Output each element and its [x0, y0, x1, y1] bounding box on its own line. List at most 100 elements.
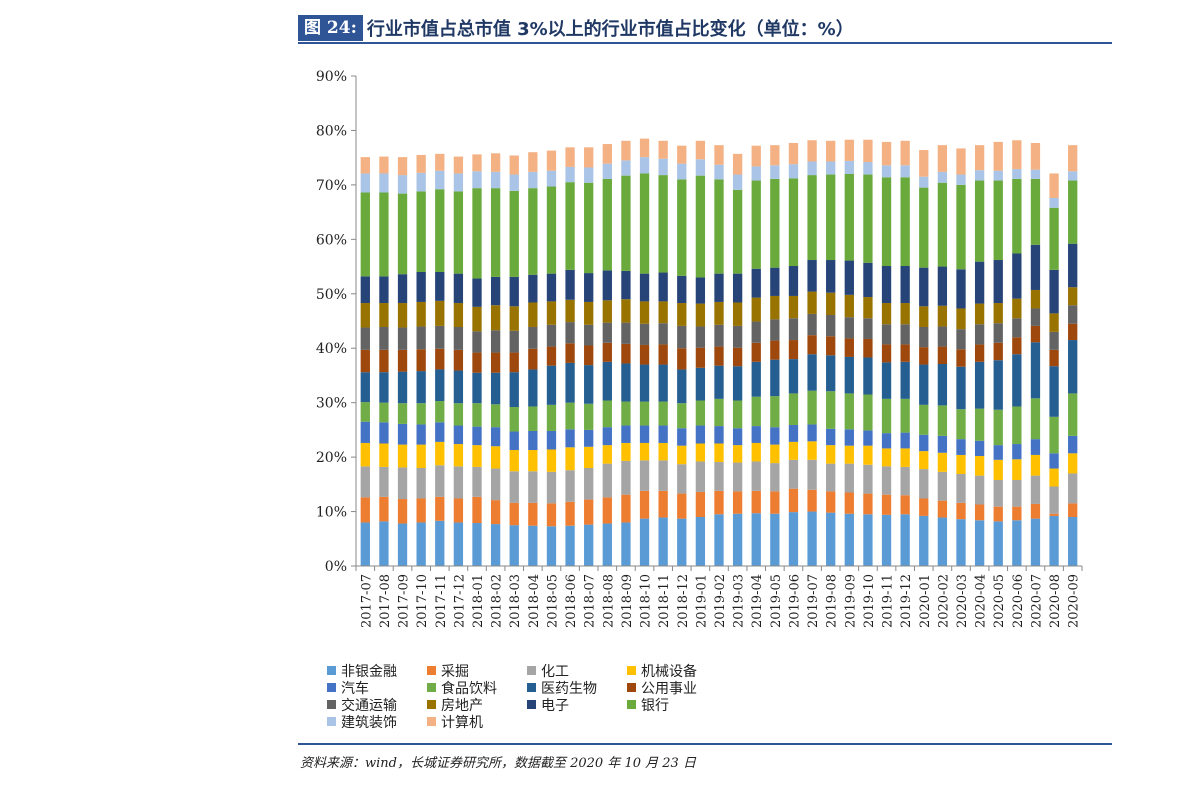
legend-swatch: [527, 700, 536, 709]
bar-segment: [1068, 503, 1078, 517]
bar-segment: [639, 460, 650, 491]
legend-swatch: [427, 700, 436, 709]
bar-segment: [677, 325, 687, 349]
legend-item: 食品饮料: [427, 679, 527, 697]
bar-segment: [1049, 486, 1059, 514]
bar-segment: [528, 152, 538, 172]
bar-segment: [528, 348, 538, 370]
bar-segment: [546, 365, 557, 405]
bar-segment: [881, 433, 892, 449]
bar-segment: [826, 512, 836, 566]
bar-segment: [360, 157, 370, 174]
bar-segment: [826, 140, 836, 162]
bar-segment: [937, 364, 948, 406]
bar-segment: [788, 318, 799, 341]
bar-segment: [416, 522, 426, 566]
bar-segment: [844, 445, 854, 464]
bar-segment: [881, 494, 892, 515]
header-rule: [298, 42, 1112, 44]
bar-segment: [658, 323, 668, 345]
bar-segment: [490, 330, 501, 353]
legend-item: 医药生物: [527, 679, 627, 697]
footer-rule: [298, 743, 1112, 745]
bar-segment: [1030, 169, 1041, 179]
bar-segment: [993, 323, 1003, 343]
bar-segment: [416, 498, 426, 523]
bar-segment: [732, 462, 743, 492]
x-tick-label: 2017-11: [434, 574, 449, 628]
bar-segment: [397, 499, 408, 524]
bar-segment: [677, 518, 687, 566]
bar-segment: [695, 277, 706, 304]
bar-segment: [677, 145, 687, 164]
bar-segment: [584, 499, 594, 525]
bar-segment: [490, 171, 501, 189]
bar-segment: [844, 260, 854, 295]
bar-segment: [1068, 473, 1078, 504]
legend-swatch: [627, 683, 636, 692]
bar-segment: [937, 326, 948, 347]
bar-segment: [509, 190, 519, 277]
bar-segment: [863, 139, 873, 163]
legend-label: 非银金融: [341, 663, 397, 680]
bar-segment: [1049, 468, 1059, 487]
bar-segment: [602, 497, 612, 524]
bar-segment: [844, 356, 854, 394]
bar-segment: [937, 182, 948, 267]
bar-segment: [397, 523, 408, 566]
bar-segment: [621, 270, 631, 300]
bar-segment: [360, 402, 370, 422]
bar-segment: [584, 524, 594, 566]
bar-segment: [807, 390, 817, 425]
bar-segment: [639, 490, 650, 519]
bar-segment: [1012, 520, 1022, 566]
bar-segment: [416, 424, 426, 445]
bar-segment: [379, 422, 389, 444]
bar-segment: [770, 145, 780, 166]
bar-segment: [435, 520, 445, 566]
bar-segment: [993, 342, 1003, 361]
y-tick-label: 70%: [316, 178, 347, 194]
bar-segment: [509, 431, 519, 451]
legend-label: 银行: [641, 697, 669, 714]
bar-segment: [993, 409, 1003, 446]
bar-segment: [900, 398, 910, 433]
x-tick-label: 2018-08: [601, 574, 616, 628]
bar-segment: [695, 517, 706, 566]
y-tick-label: 60%: [316, 232, 347, 248]
bar-segment: [1049, 453, 1059, 469]
bar-segment: [677, 493, 687, 519]
bar-segment: [993, 170, 1003, 181]
bar-segment: [490, 404, 501, 428]
x-tick-label: 2019-10: [862, 574, 877, 628]
bar-segment: [695, 491, 706, 517]
bar-segment: [788, 142, 799, 165]
bar-segment: [1068, 145, 1078, 172]
x-tick-label: 2019-05: [769, 574, 784, 628]
legend-swatch: [327, 683, 336, 692]
legend-label: 交通运输: [341, 697, 397, 714]
bar-segment: [956, 349, 966, 367]
bar-segment: [807, 489, 817, 512]
bar-segment: [714, 145, 724, 165]
bar-segment: [863, 262, 873, 298]
bar-segment: [658, 517, 668, 566]
bar-segment: [528, 406, 538, 431]
y-tick-label: 80%: [316, 123, 347, 139]
bar-segment: [974, 303, 985, 325]
bar-segment: [435, 325, 445, 349]
bar-segment: [453, 191, 464, 274]
bar-segment: [826, 174, 836, 261]
bar-segment: [1030, 439, 1041, 455]
bar-segment: [900, 140, 910, 166]
bar-segment: [732, 400, 743, 429]
bar-segment: [546, 346, 557, 366]
y-tick-label: 50%: [316, 287, 347, 303]
bar-segment: [379, 173, 389, 193]
bar-segment: [453, 522, 464, 566]
bar-segment: [472, 306, 482, 332]
bar-segment: [714, 398, 724, 427]
bar-segment: [695, 159, 706, 176]
x-tick-label: 2018-05: [545, 574, 560, 628]
legend-swatch: [327, 700, 336, 709]
